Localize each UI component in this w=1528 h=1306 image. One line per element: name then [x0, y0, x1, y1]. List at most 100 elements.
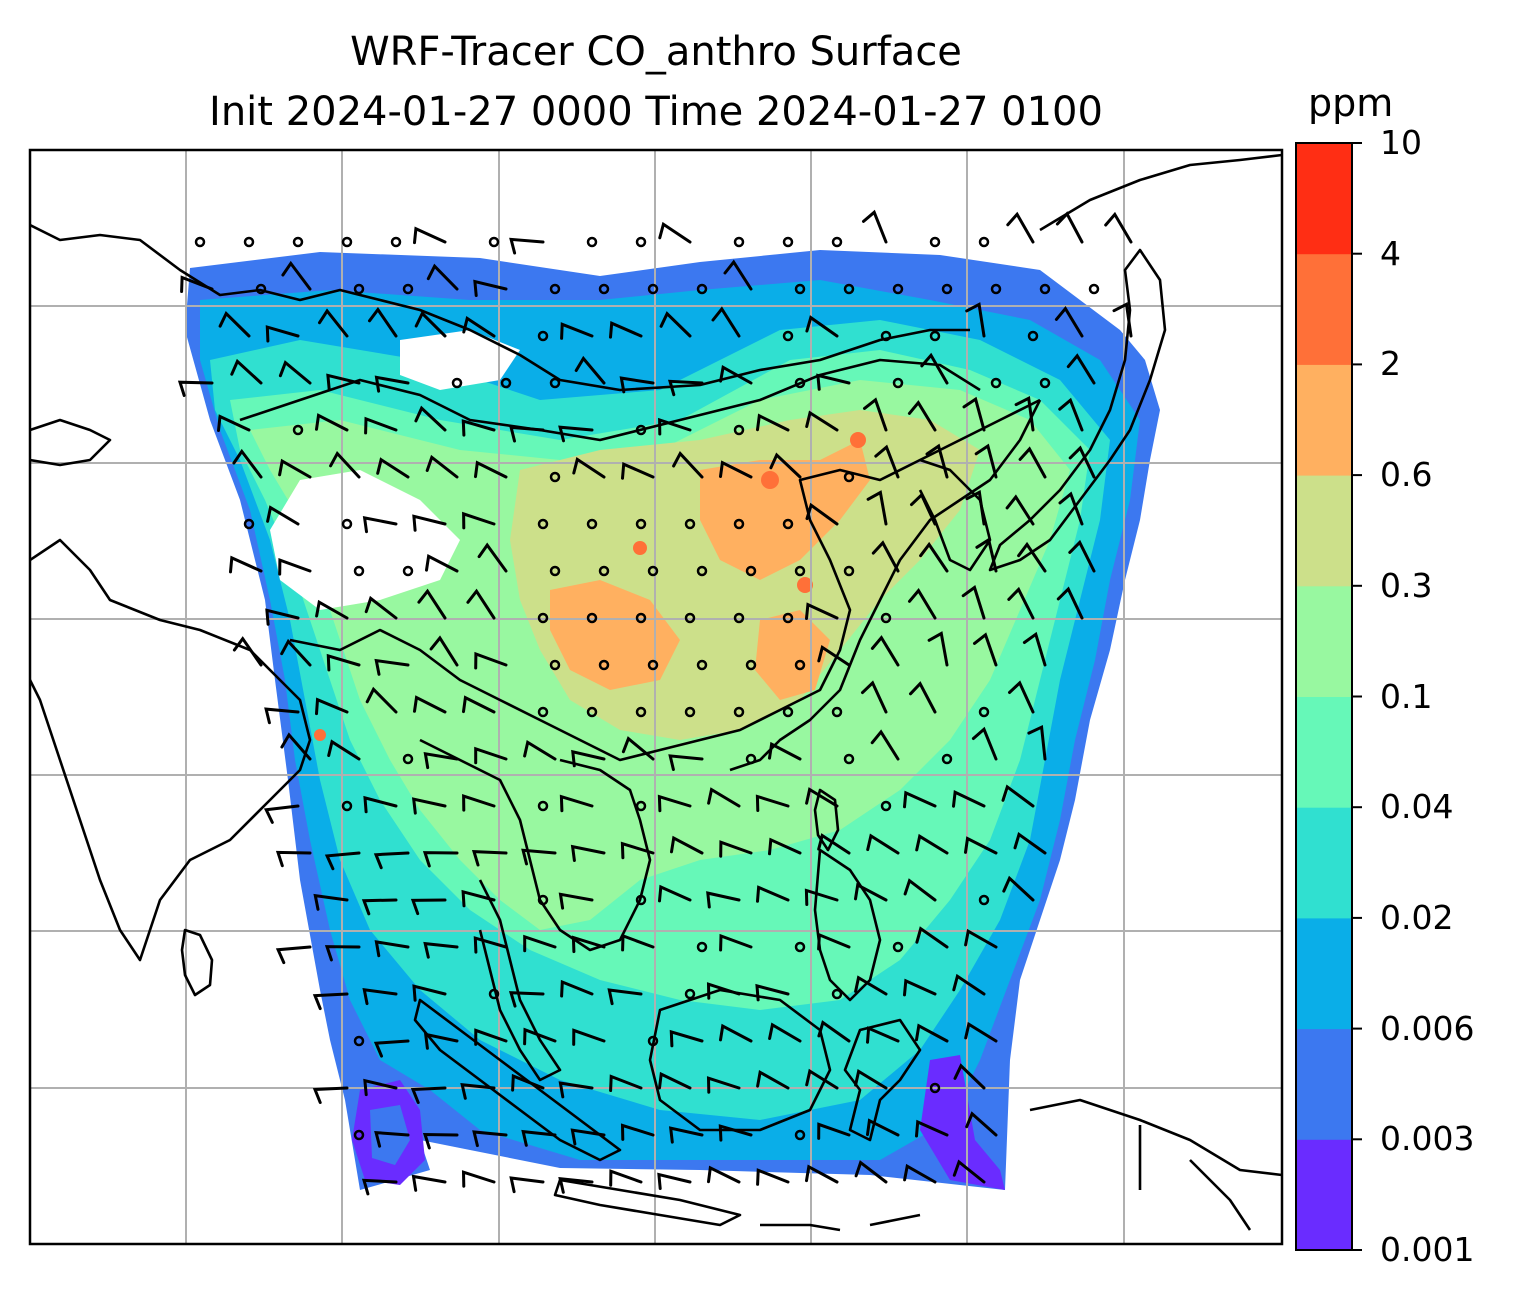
wind-barb: [817, 932, 851, 951]
wind-barb: [374, 1130, 410, 1148]
wind-barb: [907, 400, 937, 432]
calm-marker: [488, 988, 500, 1000]
coast-sumatra: [413, 998, 622, 1162]
wind-barb: [509, 1176, 545, 1194]
wind-barb: [756, 413, 790, 432]
wind-barb: [521, 1129, 557, 1147]
calm-marker: [733, 236, 745, 248]
wind-barb: [232, 636, 263, 667]
wind-barb: [281, 260, 312, 291]
wind-barb: [719, 364, 753, 385]
coast-sulawesi: [843, 1018, 922, 1142]
colorbar-swatch: [1296, 696, 1352, 808]
wind-barb: [817, 833, 851, 855]
wind-barb: [658, 884, 692, 903]
wind-barb: [474, 1028, 508, 1046]
wind-barb: [952, 1159, 986, 1184]
coast-arabia: [30, 418, 112, 467]
colorbar-tick-label: 0.04: [1380, 787, 1454, 827]
calm-marker: [733, 612, 745, 624]
wind-barb: [327, 739, 361, 761]
colorbar-swatch: [1296, 143, 1352, 255]
wind-barb: [413, 695, 447, 714]
wind-barb: [667, 379, 704, 397]
wind-barb: [218, 310, 251, 338]
wind-barb: [719, 933, 753, 952]
calm-marker: [647, 659, 659, 671]
wind-barb: [572, 1028, 606, 1046]
wind-barb: [410, 898, 447, 916]
wind-barb: [266, 505, 300, 526]
calm-marker: [733, 518, 745, 530]
calm-marker: [684, 612, 696, 624]
coast-china-east: [729, 399, 1042, 772]
calm-marker: [194, 236, 206, 248]
wind-barb: [1058, 491, 1084, 526]
wind-barb: [670, 835, 704, 855]
wind-barb: [768, 837, 802, 856]
wind-barb: [521, 848, 557, 866]
wind-barb: [805, 602, 839, 620]
wind-barb: [854, 1069, 888, 1090]
calm-marker: [635, 894, 647, 906]
calm-marker: [549, 283, 561, 295]
calm-marker: [794, 377, 806, 389]
wind-barb: [915, 1119, 949, 1138]
field-hotspot: [761, 471, 779, 489]
wind-barb: [919, 541, 949, 573]
wind-barb: [278, 458, 312, 479]
calm-marker: [292, 236, 304, 248]
wind-barb: [903, 878, 937, 902]
wind-barb: [558, 425, 594, 443]
calm-marker: [978, 894, 990, 906]
wind-barb: [558, 1081, 594, 1099]
wind-barb: [462, 794, 496, 812]
wind-barb: [657, 1172, 692, 1190]
calm-marker: [843, 565, 855, 577]
calm-marker: [243, 518, 255, 530]
wind-barb: [425, 454, 459, 479]
wind-barb: [263, 804, 300, 824]
wind-barb: [711, 306, 741, 338]
calm-marker: [929, 330, 941, 342]
wind-barb: [1068, 539, 1096, 573]
wind-barb: [312, 1086, 349, 1104]
wind-barb: [1054, 306, 1084, 338]
wind-barb: [278, 557, 312, 576]
wind-barb: [657, 794, 692, 813]
wind-barb: [217, 414, 251, 432]
calm-marker: [733, 706, 745, 718]
wind-barb: [609, 320, 643, 339]
wind-barb: [471, 850, 508, 867]
wind-barb: [365, 686, 398, 714]
calm-marker: [941, 283, 953, 295]
wind-barb: [861, 680, 888, 714]
wind-barb: [461, 1170, 496, 1188]
calm-marker: [635, 518, 647, 530]
wind-barb: [952, 790, 986, 808]
calm-marker: [537, 330, 549, 342]
wind-barb: [903, 978, 937, 997]
wind-barb: [374, 658, 410, 676]
calm-marker: [782, 612, 794, 624]
wind-barb: [862, 209, 888, 244]
calm-marker: [1039, 283, 1051, 295]
calm-marker: [684, 988, 696, 1000]
wind-barb: [571, 749, 606, 768]
wind-barbs: [177, 209, 1133, 1196]
wind-barb: [472, 1130, 508, 1148]
wind-barb: [275, 850, 312, 868]
wind-barb: [232, 448, 263, 479]
wind-barb: [324, 945, 361, 962]
calm-marker: [929, 1082, 941, 1094]
colorbar-tick-label: 0.6: [1380, 455, 1433, 495]
colorbar-tick-label: 0.1: [1380, 676, 1433, 716]
wind-barb: [805, 1164, 839, 1184]
wind-barb: [278, 360, 312, 385]
calm-marker: [880, 330, 892, 342]
wind-barb: [915, 833, 949, 855]
calm-marker: [353, 1129, 365, 1141]
wind-barb: [658, 417, 692, 436]
wind-barb: [1007, 586, 1035, 620]
calm-marker: [696, 565, 708, 577]
